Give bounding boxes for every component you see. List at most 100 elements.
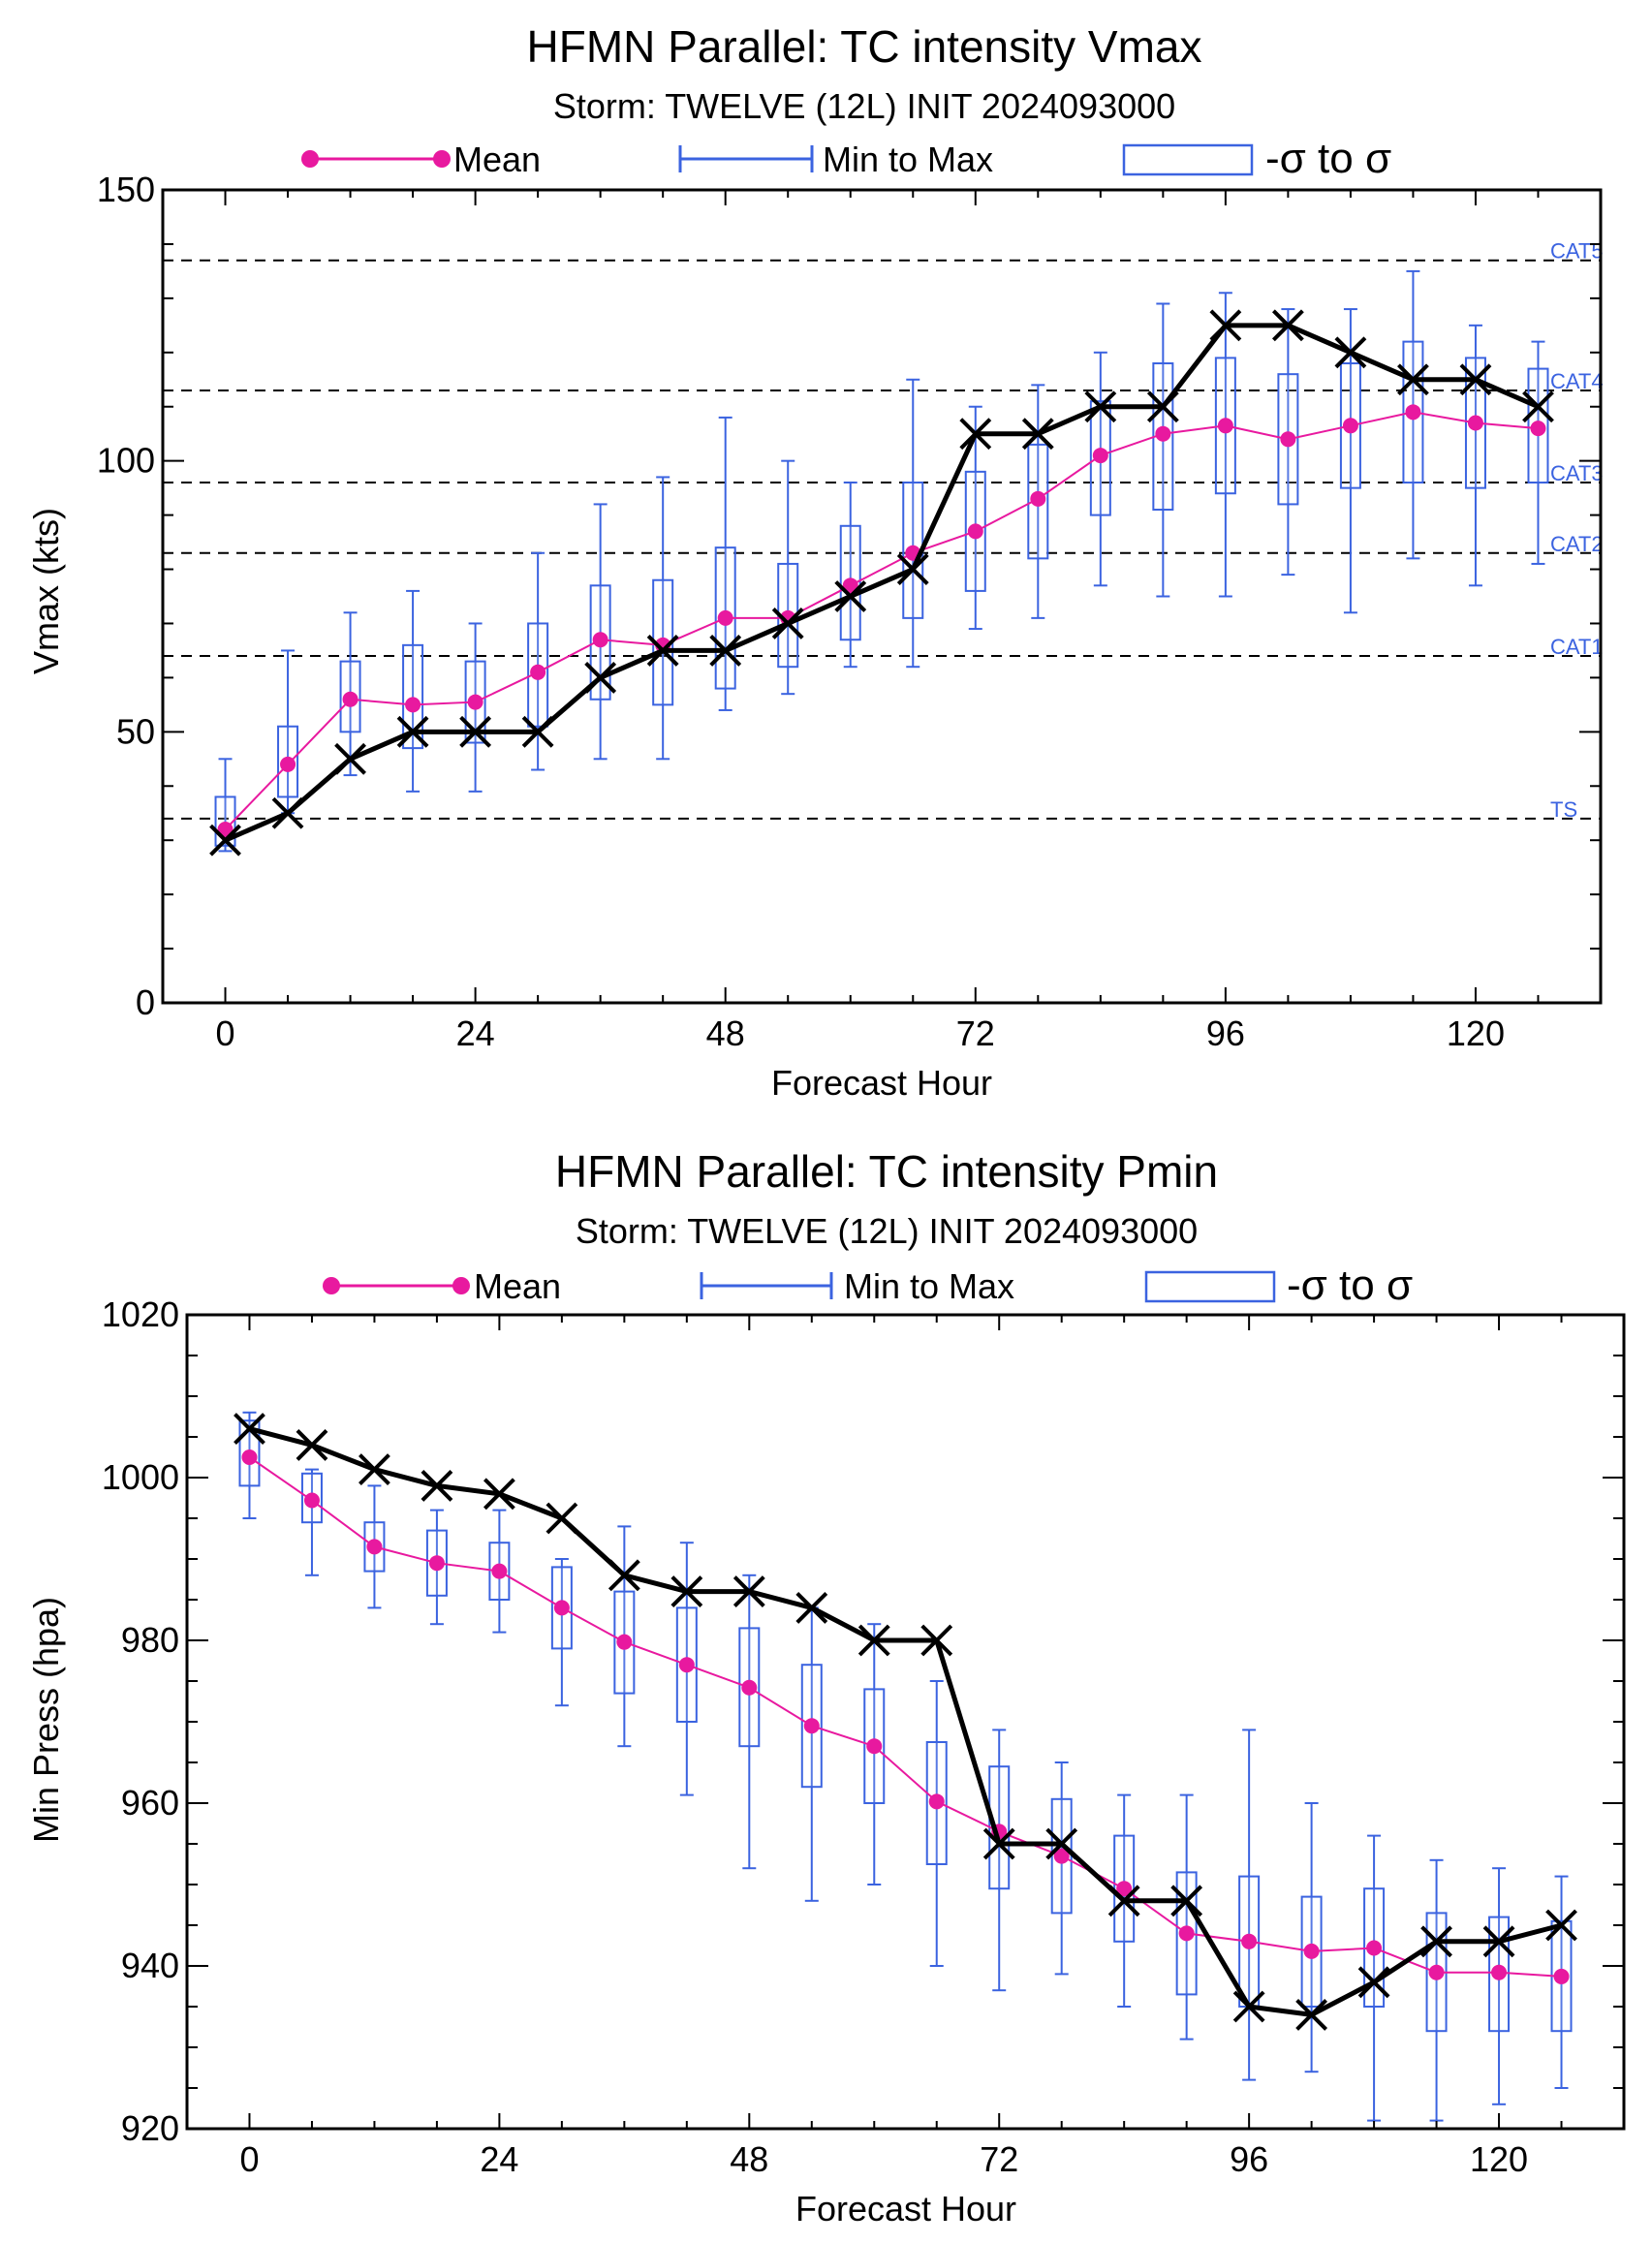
vmax-observed-marker bbox=[334, 742, 366, 775]
vmax-mean-point bbox=[1342, 418, 1358, 434]
vmax-mean-point bbox=[1405, 404, 1421, 421]
pmin-observed-line bbox=[248, 1426, 1563, 2017]
vmax-y-tick-label: 150 bbox=[97, 170, 155, 209]
pmin-legend-sigma-swatch bbox=[1144, 1270, 1276, 1303]
pmin-x-tick-label: 96 bbox=[1230, 2139, 1268, 2179]
vmax-plot-area: TS CAT1 CAT2 CAT3 CAT4 CAT5 0 24 48 72 96 120 0 50 100… bbox=[97, 170, 1604, 1053]
vmax-observed-marker bbox=[209, 824, 241, 857]
vmax-x-tick-label: 120 bbox=[1447, 1013, 1505, 1053]
pmin-mean-point bbox=[928, 1793, 945, 1810]
pmin-subtitle: Storm: TWELVE (12L) INIT 2024093000 bbox=[576, 1211, 1198, 1251]
pmin-mean-point bbox=[1053, 1848, 1070, 1864]
pmin-mean-point bbox=[803, 1718, 820, 1734]
vmax-observed-line bbox=[224, 323, 1540, 843]
vmax-ref-label-cat1: CAT1 bbox=[1550, 635, 1604, 659]
pmin-observed-marker bbox=[421, 1469, 453, 1502]
vmax-mean-point bbox=[1530, 421, 1546, 437]
pmin-observed-marker bbox=[545, 1502, 578, 1535]
vmax-mean-point bbox=[717, 609, 733, 626]
vmax-x-tick-label: 48 bbox=[706, 1013, 745, 1053]
vmax-observed-marker bbox=[1146, 390, 1179, 423]
pmin-mean-point bbox=[678, 1657, 695, 1673]
pmin-legend-range-label: Min to Max bbox=[844, 1266, 1014, 1306]
vmax-panel: HFMN Parallel: TC intensity Vmax Storm: … bbox=[26, 21, 1604, 1103]
pmin-observed-marker bbox=[296, 1428, 328, 1461]
pmin-legend-mean-label: Mean bbox=[474, 1266, 561, 1306]
vmax-observed-marker bbox=[1021, 418, 1054, 451]
vmax-plot-frame bbox=[161, 188, 1603, 1005]
pmin-mean-point bbox=[616, 1634, 633, 1650]
vmax-y-tick-label: 0 bbox=[136, 982, 155, 1022]
vmax-legend-mean-swatch bbox=[301, 150, 451, 168]
pmin-mean-point bbox=[741, 1679, 758, 1696]
pmin-y-axis-label: Min Press (hpa) bbox=[26, 1597, 66, 1843]
pmin-observed-marker bbox=[795, 1591, 828, 1624]
vmax-x-tick-label: 96 bbox=[1206, 1013, 1245, 1053]
pmin-mean-point bbox=[1366, 1940, 1383, 1956]
pmin-observed-marker bbox=[670, 1575, 703, 1608]
pmin-x-tick-label: 24 bbox=[480, 2139, 518, 2179]
pmin-observed-marker bbox=[1295, 1998, 1328, 2031]
pmin-observed-marker bbox=[1357, 1966, 1390, 1999]
pmin-observed-marker bbox=[1232, 1990, 1265, 2023]
vmax-observed-marker bbox=[709, 635, 742, 667]
pmin-mean-point bbox=[866, 1738, 883, 1755]
pmin-mean-point bbox=[366, 1539, 383, 1555]
pmin-observed-marker bbox=[483, 1478, 515, 1511]
pmin-plot-area: 0 24 48 72 96 120 920 940 960 980 1000 1020 bbox=[102, 1294, 1626, 2179]
pmin-observed-marker bbox=[1482, 1925, 1515, 1958]
pmin-observed-marker bbox=[1545, 1909, 1577, 1942]
vmax-mean-point bbox=[1280, 431, 1296, 448]
pmin-mean-point bbox=[1491, 1964, 1508, 1980]
vmax-observed-marker bbox=[1459, 363, 1492, 396]
pmin-legend-range-swatch bbox=[700, 1272, 833, 1299]
vmax-observed-marker bbox=[646, 635, 679, 667]
pmin-observed-marker bbox=[1170, 1885, 1203, 1917]
vmax-ref-label-cat5: CAT5 bbox=[1550, 239, 1604, 264]
vmax-legend-sigma-label: -σ to σ bbox=[1265, 135, 1391, 182]
vmax-x-axis-label: Forecast Hour bbox=[771, 1063, 992, 1103]
vmax-sigma-box bbox=[402, 643, 424, 750]
vmax-observed-marker bbox=[1522, 390, 1554, 423]
pmin-observed-marker bbox=[1420, 1925, 1452, 1958]
pmin-mean-point bbox=[241, 1449, 258, 1465]
pmin-mean-point bbox=[1303, 1943, 1320, 1959]
vmax-mean-line bbox=[224, 411, 1539, 830]
vmax-mean-point bbox=[467, 694, 483, 710]
pmin-mean-point bbox=[1241, 1933, 1258, 1949]
pmin-observed-marker bbox=[234, 1413, 265, 1446]
vmax-observed-marker bbox=[1084, 390, 1117, 423]
vmax-mean-point bbox=[405, 697, 421, 713]
vmax-observed-marker bbox=[459, 715, 492, 748]
vmax-title: HFMN Parallel: TC intensity Vmax bbox=[527, 21, 1202, 72]
pmin-observed-marker bbox=[732, 1575, 765, 1608]
vmax-observed-marker bbox=[834, 580, 867, 612]
pmin-mean-point bbox=[1178, 1925, 1195, 1942]
vmax-y-tick-label: 50 bbox=[116, 711, 155, 751]
vmax-observed-marker bbox=[521, 715, 554, 748]
vmax-mean-point bbox=[530, 664, 546, 680]
vmax-observed-marker bbox=[771, 608, 804, 639]
pmin-mean-point bbox=[1116, 1881, 1133, 1897]
pmin-y-tick-label: 940 bbox=[121, 1946, 179, 1985]
vmax-observed-marker bbox=[959, 418, 992, 451]
vmax-mean-point bbox=[1092, 448, 1108, 464]
pmin-observed-marker bbox=[857, 1624, 890, 1657]
pmin-legend-mean-swatch bbox=[323, 1277, 470, 1294]
pmin-observed-marker bbox=[1107, 1885, 1140, 1917]
pmin-legend-sigma-label: -σ to σ bbox=[1287, 1262, 1413, 1309]
vmax-y-axis-label: Vmax (kts) bbox=[26, 508, 66, 674]
pmin-mean-point bbox=[553, 1600, 570, 1616]
vmax-mean-point bbox=[1467, 415, 1483, 431]
pmin-mean-line bbox=[248, 1456, 1562, 1978]
vmax-legend-range-swatch bbox=[678, 145, 814, 172]
pmin-legend: Mean Min to Max -σ to σ bbox=[323, 1262, 1413, 1309]
vmax-observed-marker bbox=[1271, 309, 1304, 342]
vmax-legend: Mean Min to Max -σ to σ bbox=[301, 135, 1391, 182]
vmax-observed-marker bbox=[896, 553, 929, 585]
vmax-observed-marker bbox=[1334, 336, 1367, 369]
pmin-y-tick-label: 1020 bbox=[102, 1294, 179, 1334]
vmax-y-tick-label: 100 bbox=[97, 441, 155, 481]
vmax-subtitle: Storm: TWELVE (12L) INIT 2024093000 bbox=[553, 86, 1175, 126]
